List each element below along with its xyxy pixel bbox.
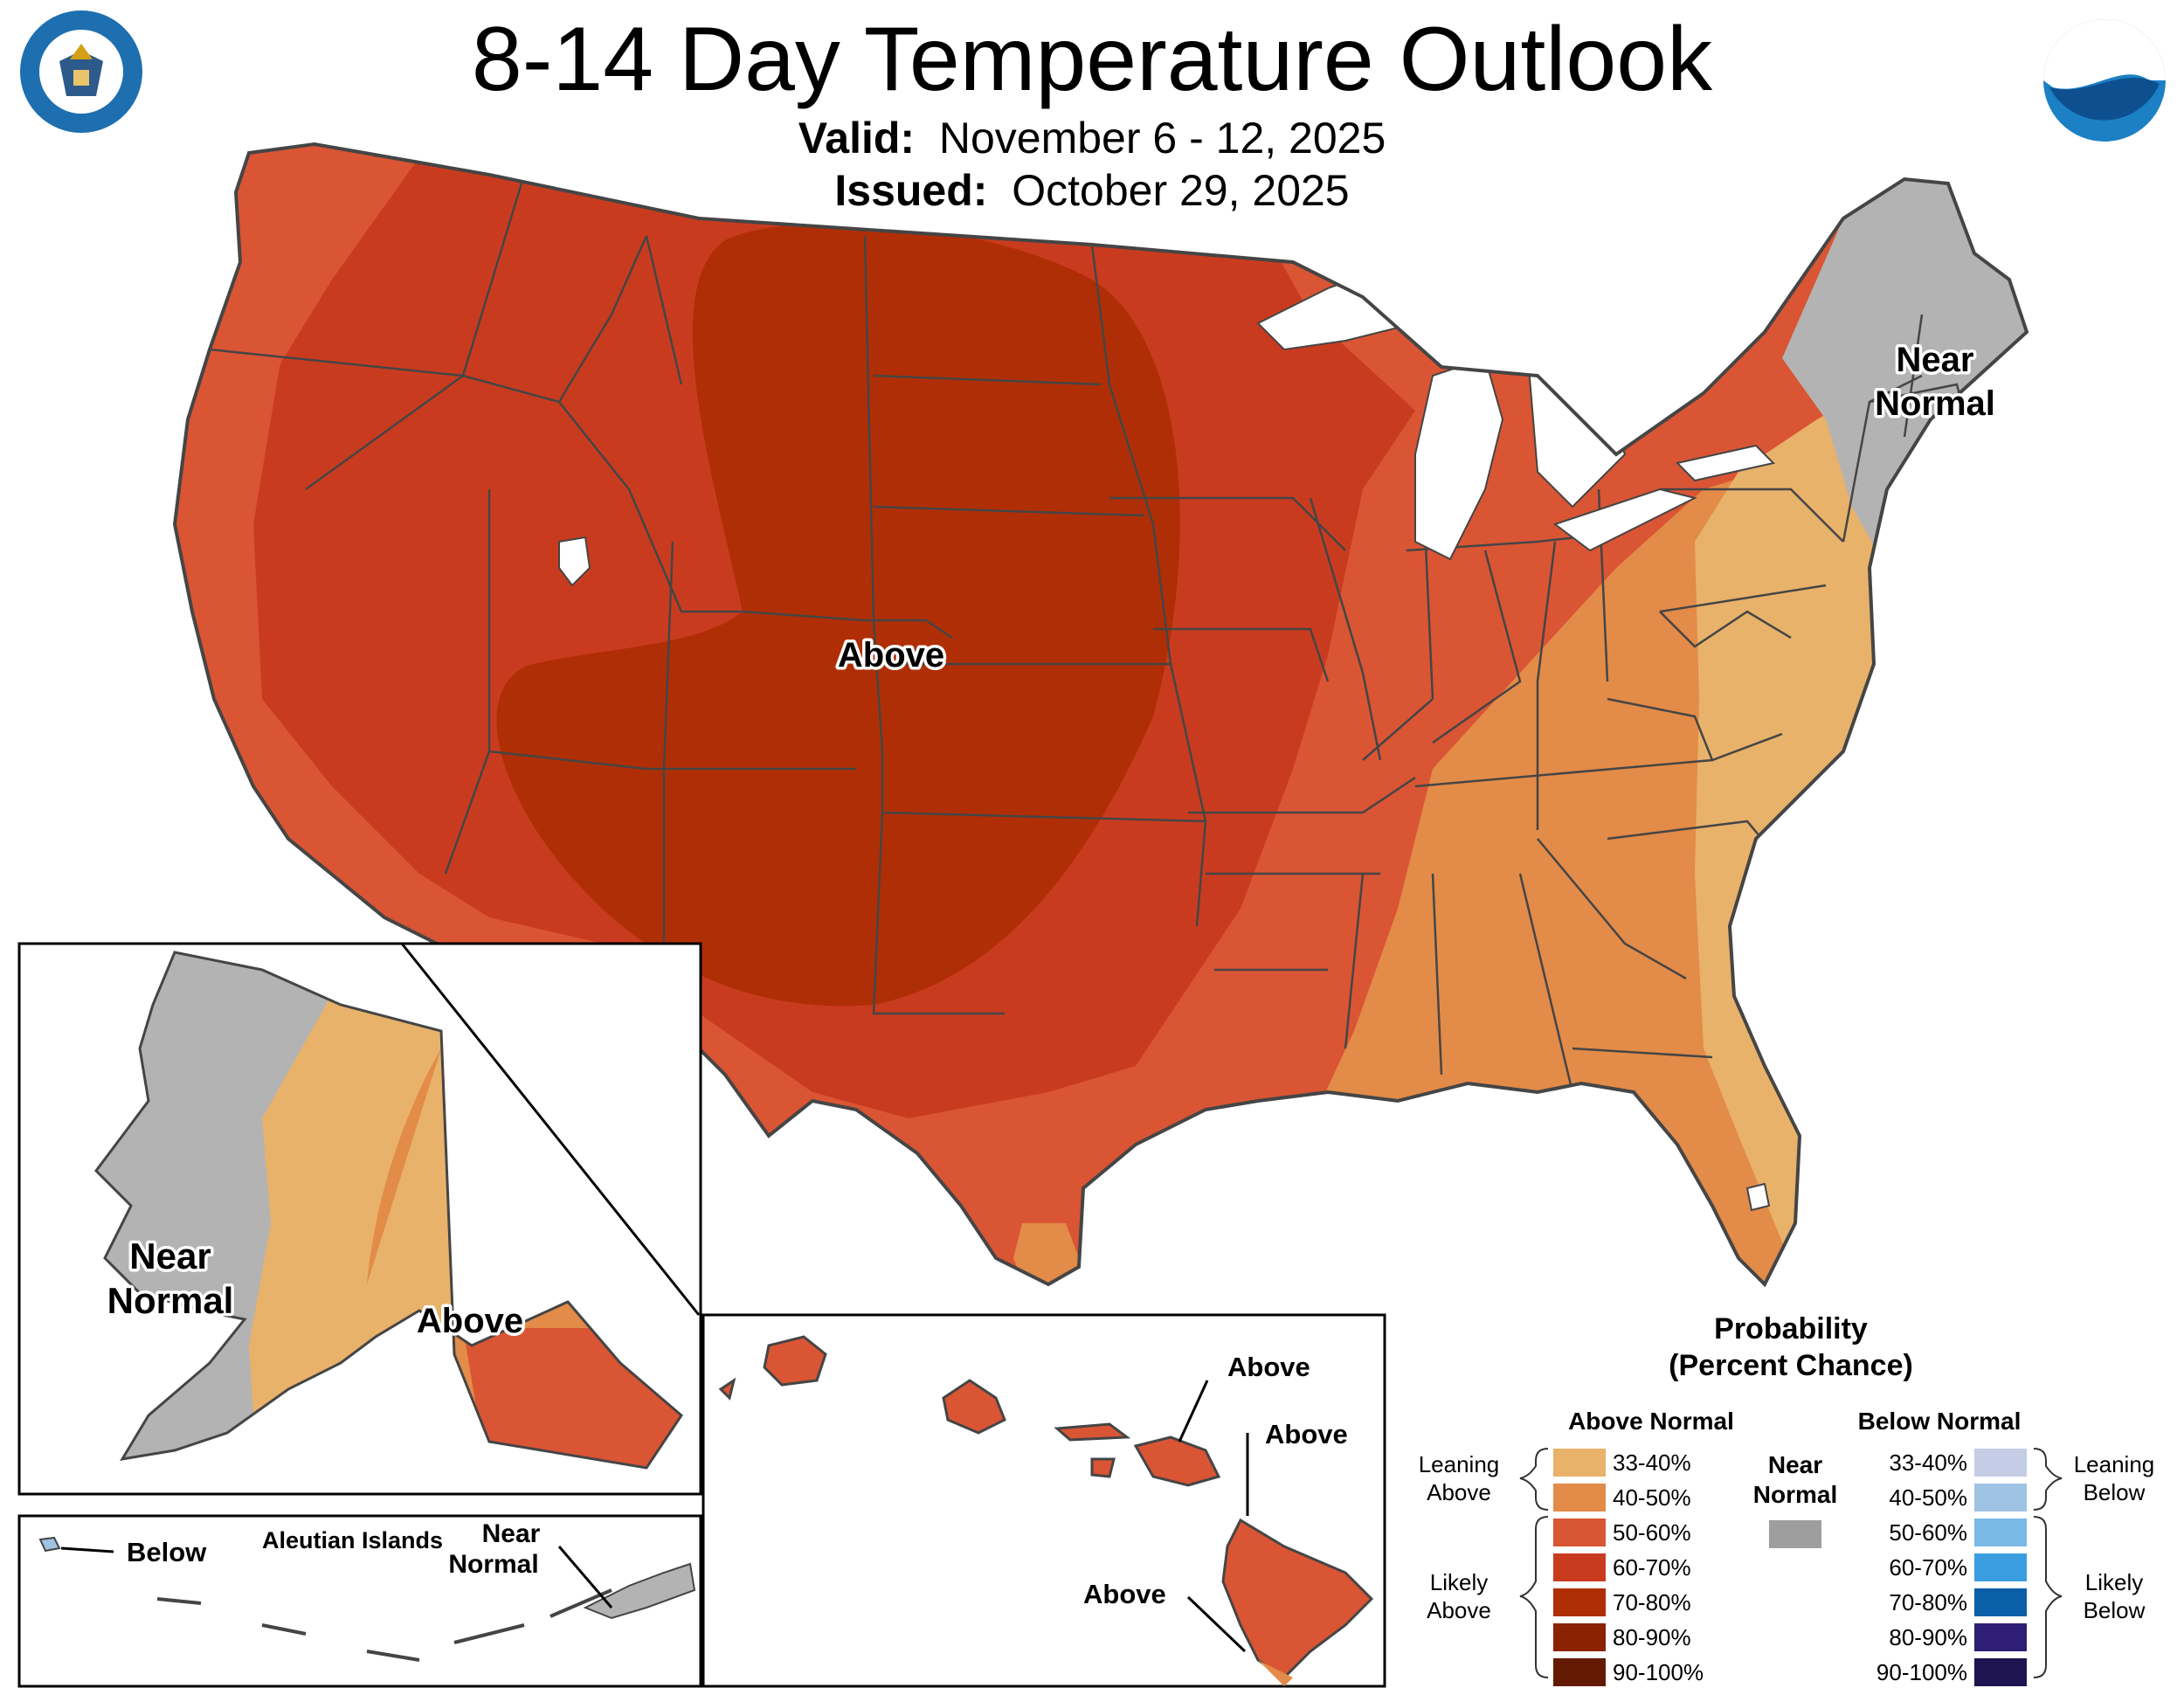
legend-above-label-7: 90-100%	[1613, 1659, 1704, 1685]
alaska-near-label-line2: Normal	[107, 1280, 234, 1321]
legend-below-label-5: 70-80%	[1889, 1589, 1967, 1615]
conus-above-label: Above	[838, 636, 944, 675]
alaska-near-label-line1: Near	[129, 1235, 211, 1276]
legend-near-swatch	[1769, 1520, 1821, 1548]
probability-legend: Probability (Percent Chance) Above Norma…	[1398, 1311, 2184, 1686]
zone-above-70-80	[496, 223, 1180, 1007]
alaska-zone-33-40	[249, 979, 454, 1415]
legend-below-swatch-3	[1974, 1519, 2027, 1546]
leaning-below-line2: Below	[2083, 1479, 2146, 1505]
valid-dates: November 6 - 12, 2025	[938, 114, 1386, 163]
alaska-inset	[17, 942, 702, 1496]
legend-above-header: Above Normal	[1568, 1408, 1734, 1435]
legend-above-label-5: 70-80%	[1613, 1589, 1691, 1615]
legend-below-swatch-6	[1974, 1623, 2027, 1651]
hawaii-above-label-oahu: Above	[1265, 1419, 1348, 1449]
leaning-below-line1: Leaning	[2073, 1451, 2155, 1477]
northeast-near-label-line1: Near	[1897, 341, 1974, 379]
alaska-above-label: Above	[417, 1302, 523, 1340]
legend-above-label-3: 50-60%	[1613, 1519, 1691, 1546]
leaning-above-line2: Above	[1427, 1479, 1491, 1505]
aleutian-near-label-line2: Normal	[448, 1550, 538, 1579]
likely-above-line1: Likely	[1429, 1569, 1489, 1595]
issued-date: Issued: October 29, 2025	[0, 164, 2184, 217]
legend-below-label-3: 50-60%	[1889, 1519, 1967, 1546]
aleutian-near-label-line1: Near	[482, 1519, 541, 1548]
map-title: 8-14 Day Temperature Outlook	[471, 9, 1713, 110]
great-salt-lake	[558, 536, 591, 587]
hawaii-inset	[702, 1313, 1386, 1688]
northeast-near-label-line2: Normal	[1875, 384, 1995, 423]
aleutian-title: Aleutian Islands	[262, 1527, 443, 1553]
likely-above-line2: Above	[1427, 1597, 1491, 1623]
legend-below-label-1: 33-40%	[1889, 1449, 1967, 1476]
legend-title-line1: Probability	[1714, 1312, 1868, 1346]
hawaii-big-island	[1221, 1518, 1374, 1679]
legend-below-swatch-7	[1974, 1658, 2027, 1686]
issued-label: Issued:	[834, 166, 988, 215]
legend-below-label-2: 40-50%	[1889, 1484, 1967, 1511]
legend-above-swatch-5	[1553, 1588, 1606, 1616]
commerce-seal-icon	[17, 7, 146, 136]
likely-below-line2: Below	[2083, 1597, 2146, 1623]
legend-above-swatch-4	[1553, 1553, 1606, 1581]
legend-above-swatch-2	[1553, 1484, 1606, 1512]
valid-label: Valid:	[798, 114, 916, 163]
legend-below-label-4: 60-70%	[1889, 1554, 1967, 1581]
legend-above-swatch-6	[1553, 1623, 1606, 1651]
legend-below-header: Below Normal	[1857, 1408, 2022, 1435]
oahu-island	[942, 1379, 1006, 1435]
valid-period: Valid: November 6 - 12, 2025	[0, 112, 2184, 164]
legend-above-label-1: 33-40%	[1613, 1449, 1691, 1476]
maui-island	[1133, 1435, 1221, 1487]
legend-above-label-6: 80-90%	[1613, 1624, 1691, 1650]
legend-above-label-4: 60-70%	[1613, 1554, 1691, 1581]
likely-below-line1: Likely	[2084, 1569, 2144, 1595]
legend-title-line2: (Percent Chance)	[1669, 1349, 1913, 1382]
hawaii-above-label-maui: Above	[1227, 1352, 1310, 1382]
legend-near-line1: Near	[1767, 1451, 1823, 1478]
legend-below-swatch-1	[1974, 1449, 2027, 1477]
noaa-logo-icon	[2043, 19, 2166, 142]
hawaii-above-label-big-island: Above	[1083, 1579, 1166, 1609]
legend-braces	[1519, 1448, 2063, 1678]
aleutian-inset	[17, 1514, 702, 1688]
legend-near-line2: Normal	[1752, 1481, 1838, 1508]
leaning-above-line1: Leaning	[1418, 1451, 1500, 1477]
legend-below-label-7: 90-100%	[1876, 1659, 1967, 1685]
molokai-island	[1054, 1422, 1131, 1442]
legend-above-swatch-1	[1553, 1449, 1606, 1477]
aleutian-below-label: Below	[127, 1537, 207, 1567]
kauai-island	[763, 1335, 827, 1387]
lake-erie	[1552, 488, 1697, 552]
legend-above-swatch-7	[1553, 1658, 1606, 1686]
legend-below-swatch-4	[1974, 1553, 2027, 1581]
lake-okeechobee	[1745, 1182, 1771, 1212]
legend-below-label-6: 80-90%	[1889, 1624, 1967, 1650]
legend-below-swatch-2	[1974, 1484, 2027, 1512]
issued-value: October 29, 2025	[1012, 166, 1350, 215]
lake-ontario	[1676, 444, 1775, 482]
legend-above-label-2: 40-50%	[1613, 1484, 1691, 1511]
legend-above-swatch-3	[1553, 1519, 1606, 1546]
legend-below-swatch-5	[1974, 1588, 2027, 1616]
